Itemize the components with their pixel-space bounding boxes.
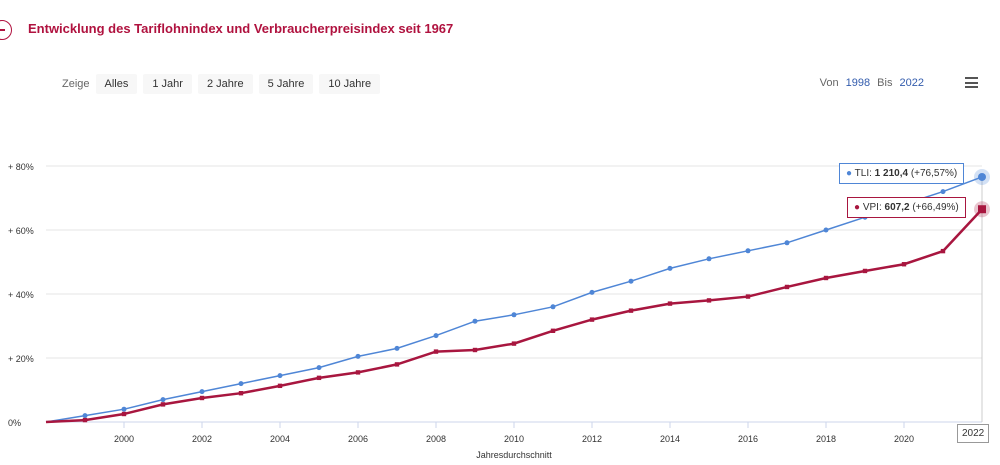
vpi-point	[667, 301, 673, 306]
x-tick-label: 2012	[582, 434, 602, 444]
zoom-toolbar: Zeige Alles 1 Jahr 2 Jahre 5 Jahre 10 Ja…	[62, 74, 386, 94]
vpi-point	[277, 383, 283, 389]
tli-point	[745, 248, 751, 254]
range-to-label: Bis	[877, 77, 893, 89]
y-tick-label: + 20%	[8, 354, 34, 364]
zoom-2y-button[interactable]: 2 Jahre	[197, 74, 253, 94]
x-axis-label: Jahresdurchschnitt	[476, 450, 552, 460]
x-tick-label: 2004	[270, 434, 290, 444]
x-tick-label: 2008	[426, 434, 446, 444]
vpi-point	[823, 275, 829, 281]
x-tick-label: 2002	[192, 434, 212, 444]
tli-point	[277, 373, 283, 379]
zoom-all-button[interactable]: Alles	[95, 74, 138, 94]
y-tick-label: + 60%	[8, 226, 34, 236]
vpi-point	[394, 362, 400, 367]
range-from-input[interactable]: 1998	[845, 77, 871, 89]
vpi-point	[316, 375, 322, 381]
x-tick-label: 2018	[816, 434, 836, 444]
tli-point	[667, 265, 673, 271]
vpi-point	[706, 298, 712, 303]
x-tick-label: 2000	[114, 434, 134, 444]
tli-point	[589, 289, 595, 295]
vpi-point	[511, 341, 517, 346]
y-tick-label: + 80%	[8, 162, 34, 172]
tli-point	[940, 189, 946, 195]
tooltip-vpi-value: 607,2	[884, 202, 910, 213]
tli-point	[199, 389, 205, 395]
tli-point	[121, 406, 127, 412]
y-tick-label: 0%	[8, 418, 21, 428]
zoom-5y-button[interactable]: 5 Jahre	[258, 74, 314, 94]
tooltip-tli: ● TLI: 1 210,4 (+76,57%)	[839, 163, 965, 184]
vpi-point	[589, 317, 595, 322]
x-tick-label: 2006	[348, 434, 368, 444]
x-tick-label: 2020	[894, 434, 914, 444]
range-from-label: Von	[819, 77, 839, 89]
tli-point	[82, 413, 88, 419]
vpi-point	[160, 402, 166, 407]
tooltip-vpi: ● VPI: 607,2 (+66,49%)	[847, 197, 966, 218]
vpi-point	[940, 248, 946, 254]
vpi-point	[745, 294, 751, 299]
x-tick-label: 2010	[504, 434, 524, 444]
tli-point	[433, 333, 439, 339]
tli-point	[160, 397, 166, 403]
x-tick-label: 2014	[660, 434, 680, 444]
vpi-point	[628, 308, 634, 313]
tli-point	[238, 381, 244, 387]
x-crosshair-label: 2022	[957, 424, 990, 443]
zoom-1y-button[interactable]: 1 Jahr	[143, 74, 192, 94]
series-line-tli	[45, 176, 983, 423]
vpi-point	[901, 262, 907, 267]
hamburger-menu-icon[interactable]	[965, 77, 978, 88]
tli-point	[784, 240, 790, 246]
range-to-input[interactable]: 2022	[899, 77, 924, 89]
tli-point	[823, 227, 829, 233]
vpi-point	[550, 328, 556, 333]
tli-point	[316, 365, 322, 371]
vpi-point	[355, 370, 361, 375]
tooltip-tli-change: (+76,57%)	[908, 168, 958, 179]
vpi-point	[82, 417, 88, 423]
tooltip-tli-label: TLI:	[854, 168, 875, 179]
vpi-point	[472, 347, 478, 353]
vpi-point	[121, 411, 127, 417]
x-tick-label: 2016	[738, 434, 758, 444]
vpi-point	[978, 205, 986, 214]
zoom-10y-button[interactable]: 10 Jahre	[319, 74, 381, 94]
tli-point	[628, 278, 634, 284]
tli-point	[511, 312, 517, 318]
vpi-point	[784, 284, 790, 290]
tli-point	[355, 353, 361, 359]
tli-point	[978, 172, 986, 181]
tooltip-vpi-change: (+66,49%)	[909, 202, 959, 213]
vpi-point	[862, 268, 868, 274]
tli-point	[472, 318, 478, 324]
tooltip-vpi-label: VPI:	[862, 202, 885, 213]
tli-point	[706, 256, 712, 262]
zoom-label: Zeige	[62, 78, 90, 90]
vpi-point	[238, 391, 244, 396]
tli-point	[550, 304, 556, 310]
range-selector: Von 1998 Bis 2022	[820, 77, 928, 89]
y-tick-label: + 40%	[8, 290, 34, 300]
page-title: Entwicklung des Tariflohnindex und Verbr…	[28, 21, 454, 36]
vpi-point	[199, 395, 205, 401]
vpi-point	[433, 349, 439, 354]
tooltip-tli-value: 1 210,4	[874, 168, 909, 179]
tli-point	[394, 345, 400, 351]
